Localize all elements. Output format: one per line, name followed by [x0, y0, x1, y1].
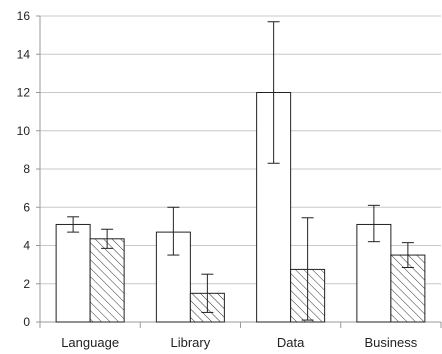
bar-language-plain [55, 223, 91, 323]
x-tick-label-library: Library [171, 335, 211, 350]
y-tick-label-12: 12 [17, 86, 31, 100]
y-tick-label-14: 14 [17, 47, 31, 61]
error-bar-data-plain [267, 21, 280, 164]
error-bar-data-hatched [301, 217, 314, 321]
x-tick-label-business: Business [365, 335, 418, 350]
y-tick-label-0: 0 [23, 315, 30, 329]
y-tick-label-16: 16 [17, 9, 31, 23]
error-bars [67, 21, 414, 321]
bar-language-hatched [89, 238, 125, 323]
tick-labels: 0 2 4 6 8 10 12 14 16 Language Library Data Business [17, 9, 418, 350]
bars [55, 92, 426, 323]
error-bar-business-hatched [401, 242, 414, 268]
x-tick-label-language: Language [61, 335, 119, 350]
y-tick-label-2: 2 [23, 277, 30, 291]
error-bar-language-hatched [101, 228, 114, 249]
y-tick-label-4: 4 [23, 239, 30, 253]
y-tick-label-8: 8 [23, 162, 30, 176]
error-bar-language-plain [67, 216, 80, 233]
error-bar-library-hatched [201, 273, 214, 313]
x-tick-label-data: Data [277, 335, 305, 350]
error-bar-business-plain [367, 204, 380, 243]
y-tick-label-10: 10 [17, 124, 31, 138]
error-bar-library-plain [167, 206, 180, 256]
y-tick-label-6: 6 [23, 200, 30, 214]
